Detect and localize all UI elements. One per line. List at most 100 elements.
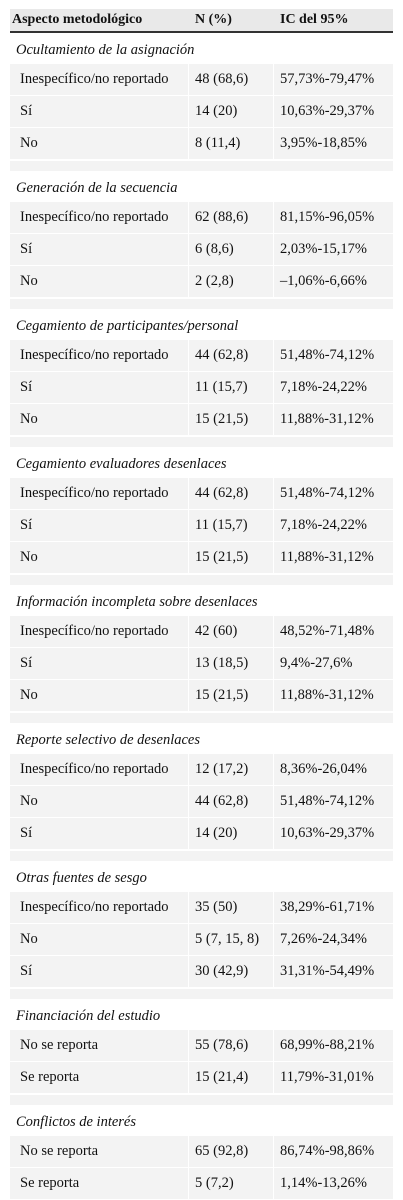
cell-category: Se reporta [10,1062,189,1093]
table-section: Otras fuentes de sesgo Inespecífico/no re… [10,861,393,999]
table-row: Inespecífico/no reportado 44 (62,8) 51,48%… [10,340,393,372]
section-spacer [10,574,393,585]
cell-count: 8 (11,4) [189,128,274,159]
cell-count: 48 (68,6) [189,64,274,95]
section-spacer [10,298,393,309]
cell-count: 13 (18,5) [189,648,274,679]
section-spacer [10,160,393,171]
header-ci: IC del 95% [280,12,349,27]
cell-category: Se reporta [10,1168,189,1199]
section-spacer [10,436,393,447]
cell-count: 11 (15,7) [189,510,274,541]
cell-category: Inespecífico/no reportado [10,478,189,509]
cell-category: Sí [10,818,189,849]
section-title: Generación de la secuencia [10,171,393,202]
table-row: Inespecífico/no reportado 44 (62,8) 51,48%… [10,478,393,510]
table-row: Inespecífico/no reportado 42 (60) 48,52%-7… [10,616,393,648]
section-title: Cegamiento de participantes/personal [10,309,393,340]
cell-category: No [10,924,189,955]
table-section: Información incompleta sobre desenlaces I… [10,585,393,723]
cell-category: No [10,266,189,297]
table-row: No 5 (7, 15, 8) 7,26%-24,34% [10,924,393,956]
cell-category: Inespecífico/no reportado [10,892,189,923]
cell-count: 12 (17,2) [189,754,274,785]
cell-ci: 7,18%-24,22% [280,379,367,395]
cell-category: Sí [10,510,189,541]
table-row: No 2 (2,8) –1,06%-6,66% [10,266,393,298]
cell-ci: 38,29%-61,71% [280,899,375,915]
cell-category: No [10,128,189,159]
cell-category: No [10,404,189,435]
cell-ci: 10,63%-29,37% [280,825,375,841]
cell-category: No se reporta [10,1136,189,1167]
table-row: No se reporta 55 (78,6) 68,99%-88,21% [10,1030,393,1062]
header-n: N (%) [195,12,232,27]
cell-count: 2 (2,8) [189,266,274,297]
table-section: Financiación del estudio No se reporta 55 … [10,999,393,1105]
table-row: No 15 (21,5) 11,88%-31,12% [10,542,393,574]
section-spacer [10,988,393,999]
cell-ci: 2,03%-15,17% [280,241,367,257]
table-header: Aspecto metodológico N (%) IC del 95% [10,9,393,33]
cell-category: Sí [10,234,189,265]
cell-ci: 11,88%-31,12% [280,687,374,703]
header-aspect: Aspecto metodológico [12,12,143,27]
cell-category: No [10,542,189,573]
cell-category: Inespecífico/no reportado [10,64,189,95]
table-row: No 8 (11,4) 3,95%-18,85% [10,128,393,160]
cell-ci: 3,95%-18,85% [280,135,367,151]
cell-count: 15 (21,4) [189,1062,274,1093]
cell-count: 15 (21,5) [189,542,274,573]
section-spacer [10,1094,393,1105]
cell-ci: –1,06%-6,66% [280,273,367,289]
cell-ci: 31,31%-54,49% [280,963,375,979]
section-spacer [10,850,393,861]
cell-ci: 11,79%-31,01% [280,1069,374,1085]
cell-count: 44 (62,8) [189,478,274,509]
table-section: Cegamiento evaluadores desenlaces Inespec… [10,447,393,585]
table-row: No se reporta 65 (92,8) 86,74%-98,86% [10,1136,393,1168]
cell-count: 5 (7, 15, 8) [189,924,274,955]
cell-count: 44 (62,8) [189,340,274,371]
cell-category: Inespecífico/no reportado [10,202,189,233]
cell-count: 44 (62,8) [189,786,274,817]
table-row: Sí 14 (20) 10,63%-29,37% [10,818,393,850]
table-row: Inespecífico/no reportado 48 (68,6) 57,73%… [10,64,393,96]
cell-count: 5 (7,2) [189,1168,274,1199]
cell-category: Sí [10,956,189,987]
cell-category: Inespecífico/no reportado [10,754,189,785]
table-row: Sí 30 (42,9) 31,31%-54,49% [10,956,393,988]
cell-category: Sí [10,648,189,679]
cell-ci: 51,48%-74,12% [280,485,375,501]
cell-category: Inespecífico/no reportado [10,340,189,371]
table-row: Se reporta 15 (21,4) 11,79%-31,01% [10,1062,393,1094]
table-body: Ocultamiento de la asignación Inespecífic… [10,33,393,1200]
cell-category: Sí [10,372,189,403]
cell-count: 30 (42,9) [189,956,274,987]
cell-count: 6 (8,6) [189,234,274,265]
cell-count: 15 (21,5) [189,404,274,435]
cell-count: 55 (78,6) [189,1030,274,1061]
cell-ci: 11,88%-31,12% [280,411,374,427]
table-section: Cegamiento de participantes/personal Ines… [10,309,393,447]
cell-ci: 51,48%-74,12% [280,347,375,363]
table-row: Inespecífico/no reportado 62 (88,6) 81,15%… [10,202,393,234]
cell-ci: 8,36%-26,04% [280,761,367,777]
cell-category: Sí [10,96,189,127]
table-section: Generación de la secuencia Inespecífico/n… [10,171,393,309]
section-title: Conflictos de interés [10,1105,393,1136]
section-spacer [10,712,393,723]
cell-category: No [10,786,189,817]
cell-count: 42 (60) [189,616,274,647]
cell-ci: 51,48%-74,12% [280,793,375,809]
table-section: Conflictos de interés No se reporta 65 (92… [10,1105,393,1200]
table-row: No 15 (21,5) 11,88%-31,12% [10,404,393,436]
cell-category: Inespecífico/no reportado [10,616,189,647]
table-section: Reporte selectivo de desenlaces Inespecíf… [10,723,393,861]
section-title: Ocultamiento de la asignación [10,33,393,64]
table-row: Sí 11 (15,7) 7,18%-24,22% [10,510,393,542]
cell-ci: 57,73%-79,47% [280,71,375,87]
cell-ci: 68,99%-88,21% [280,1037,375,1053]
table-section: Ocultamiento de la asignación Inespecífic… [10,33,393,171]
cell-ci: 86,74%-98,86% [280,1143,375,1159]
